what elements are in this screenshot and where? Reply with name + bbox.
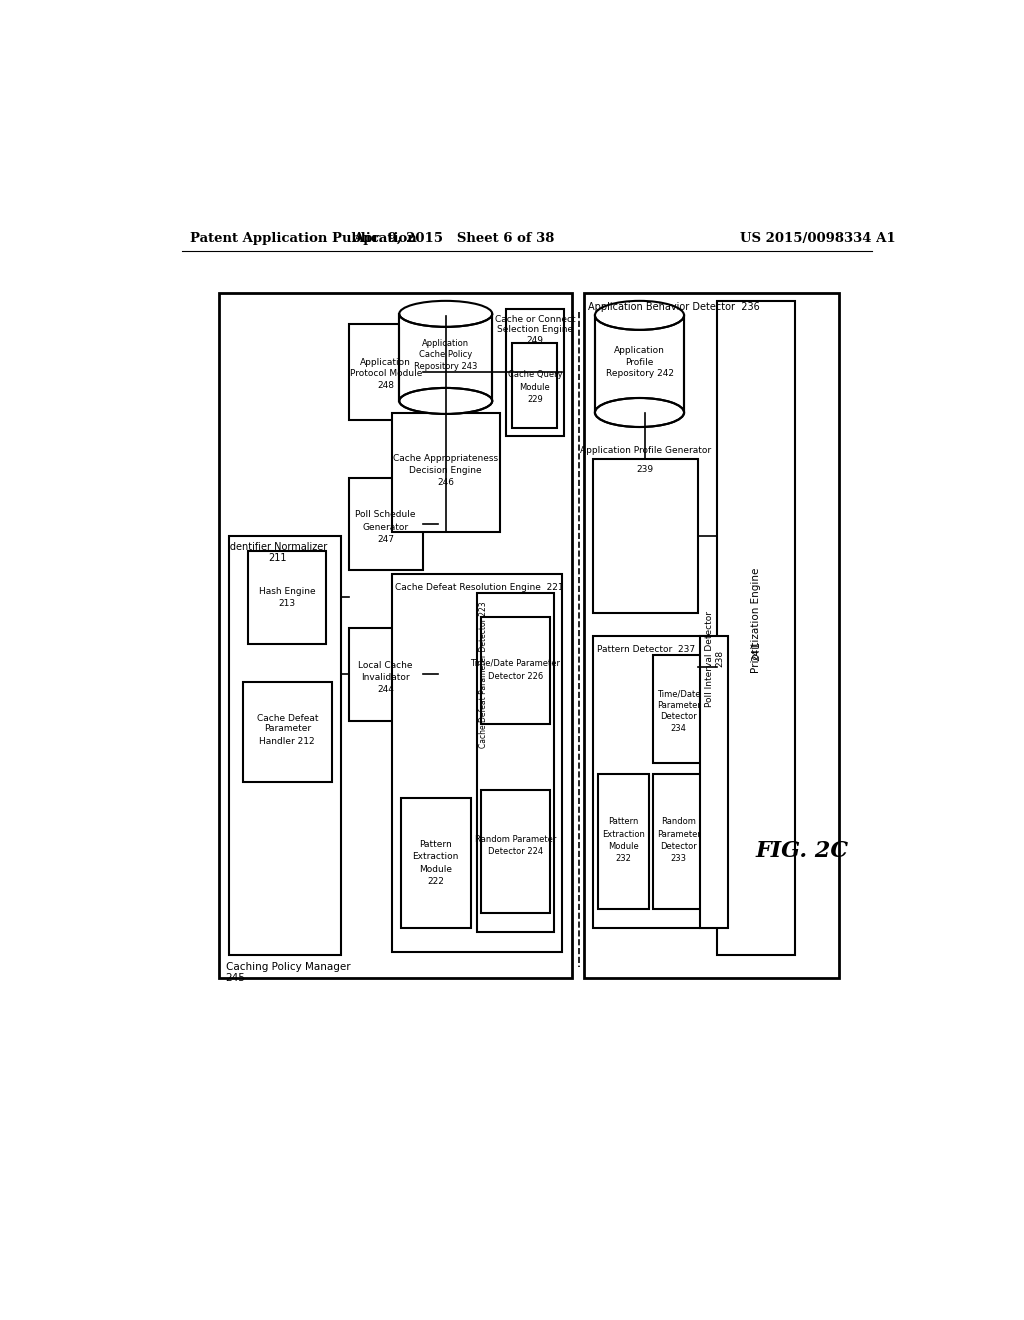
Bar (243, 682, 332, 781)
Bar (584, 293, 840, 978)
Text: 234: 234 (671, 723, 686, 733)
Ellipse shape (595, 399, 684, 426)
Text: Generator: Generator (362, 523, 409, 532)
Text: Parameter: Parameter (264, 725, 311, 734)
Ellipse shape (399, 301, 493, 327)
Text: Repository 242: Repository 242 (605, 370, 674, 378)
Text: 244: 244 (377, 685, 394, 694)
Text: 213: 213 (279, 599, 296, 609)
Text: Detector: Detector (660, 713, 697, 721)
Bar (595, 315, 684, 413)
Bar (349, 478, 423, 570)
Text: 248: 248 (377, 381, 394, 391)
Bar (653, 655, 703, 763)
Text: Parameter: Parameter (656, 701, 700, 710)
Text: Hash Engine: Hash Engine (259, 586, 315, 595)
Text: Protocol Module: Protocol Module (349, 370, 422, 378)
Text: Repository 243: Repository 243 (414, 362, 477, 371)
Bar (481, 616, 550, 725)
Text: Apr. 9, 2015   Sheet 6 of 38: Apr. 9, 2015 Sheet 6 of 38 (353, 231, 554, 244)
Text: Identifier Normalizer: Identifier Normalizer (227, 543, 328, 552)
Ellipse shape (595, 301, 684, 330)
Bar (598, 775, 649, 909)
Text: Caching Policy Manager: Caching Policy Manager (225, 962, 350, 973)
Text: Cache Appropriateness: Cache Appropriateness (393, 454, 499, 463)
Text: Local Cache: Local Cache (358, 660, 413, 669)
Text: Time/Date: Time/Date (656, 689, 700, 698)
Text: Extraction: Extraction (413, 853, 459, 861)
Bar (399, 314, 493, 401)
Text: Application: Application (614, 346, 665, 355)
Text: Pattern: Pattern (608, 817, 639, 826)
Bar (653, 775, 703, 909)
Bar (349, 323, 423, 420)
Text: 232: 232 (615, 854, 632, 863)
Text: Prioritization Engine: Prioritization Engine (751, 568, 761, 673)
Bar (512, 343, 557, 428)
Text: Cache Query: Cache Query (508, 371, 562, 379)
Text: 247: 247 (377, 535, 394, 544)
Text: Detector 224: Detector 224 (488, 847, 543, 855)
Bar (506, 309, 564, 436)
Text: Cache Policy: Cache Policy (419, 350, 472, 359)
Bar (595, 315, 684, 330)
Text: Profile: Profile (626, 358, 653, 367)
Bar (248, 552, 326, 644)
Bar (717, 301, 795, 956)
Text: Application: Application (422, 339, 469, 347)
Bar (391, 412, 500, 532)
Text: Pattern Detector  237: Pattern Detector 237 (597, 645, 695, 653)
Text: 222: 222 (427, 876, 444, 886)
Text: Pattern: Pattern (419, 840, 452, 849)
Bar (228, 536, 341, 956)
Text: Random Parameter: Random Parameter (475, 834, 556, 843)
Bar (399, 314, 493, 327)
Text: Patent Application Publication: Patent Application Publication (190, 231, 417, 244)
Bar (593, 636, 710, 928)
Text: Module: Module (419, 865, 453, 874)
Text: Cache Defeat: Cache Defeat (257, 714, 318, 722)
Text: 229: 229 (527, 395, 543, 404)
Bar (700, 636, 728, 928)
Text: Time/Date Parameter: Time/Date Parameter (470, 659, 560, 667)
Text: Parameter: Parameter (656, 829, 700, 838)
Text: Invalidator: Invalidator (361, 673, 410, 682)
Text: 211: 211 (268, 553, 287, 562)
Text: 246: 246 (437, 478, 455, 487)
Text: US 2015/0098334 A1: US 2015/0098334 A1 (740, 231, 896, 244)
Ellipse shape (399, 388, 493, 414)
Text: Poll Schedule: Poll Schedule (355, 511, 416, 519)
Text: FIG. 2C: FIG. 2C (756, 841, 849, 862)
Text: Handler 212: Handler 212 (259, 737, 315, 746)
Bar (391, 574, 562, 952)
Text: 241: 241 (751, 642, 761, 661)
Text: Detector 226: Detector 226 (487, 672, 543, 681)
Text: 233: 233 (671, 854, 687, 863)
Text: Random: Random (662, 817, 696, 826)
Text: Poll Interval Detector
238: Poll Interval Detector 238 (705, 611, 724, 708)
Bar (481, 789, 550, 913)
Text: Application: Application (360, 358, 411, 367)
Bar (593, 459, 697, 612)
Text: Cache Defeat Resolution Engine  221: Cache Defeat Resolution Engine 221 (395, 583, 564, 593)
Text: 245: 245 (225, 973, 246, 983)
Text: Detector: Detector (660, 842, 697, 851)
Text: Cache or Connect
Selection Engine
249: Cache or Connect Selection Engine 249 (495, 314, 575, 345)
Bar (477, 594, 554, 932)
Bar (349, 628, 423, 721)
Text: 239: 239 (637, 465, 654, 474)
Text: Application Behavior Detector  236: Application Behavior Detector 236 (589, 302, 760, 313)
Text: Application Profile Generator: Application Profile Generator (580, 446, 711, 455)
Text: Module: Module (608, 842, 639, 851)
Bar (400, 797, 471, 928)
Text: Decision Engine: Decision Engine (410, 466, 482, 475)
Text: Extraction: Extraction (602, 829, 645, 838)
Text: Cache Defeat Parameter Detector 223: Cache Defeat Parameter Detector 223 (479, 601, 488, 747)
Text: Module: Module (519, 383, 550, 392)
Bar (219, 293, 572, 978)
